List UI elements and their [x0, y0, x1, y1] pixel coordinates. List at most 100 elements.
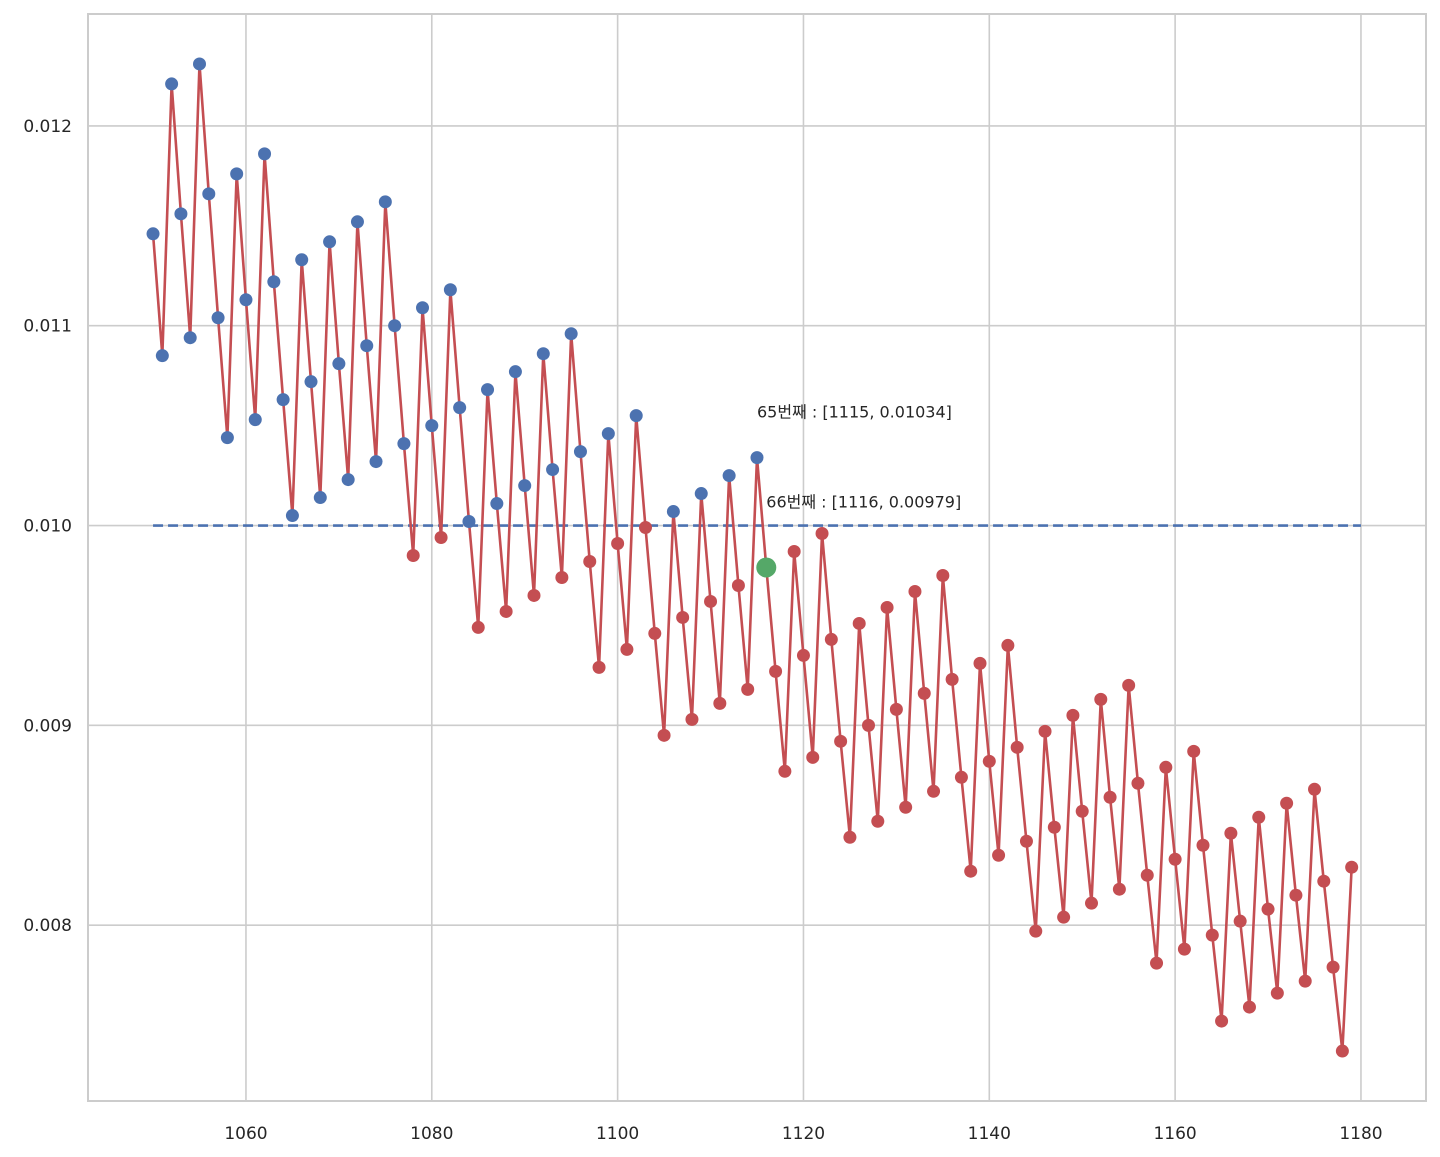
data-point: [193, 57, 206, 71]
data-point: [1168, 852, 1182, 866]
data-point: [350, 215, 364, 229]
data-point: [527, 588, 541, 602]
data-point: [220, 431, 234, 445]
data-point: [202, 187, 216, 201]
data-point: [862, 718, 875, 732]
data-point: [341, 473, 355, 487]
data-point: [490, 497, 504, 511]
data-point: [722, 469, 736, 483]
data-point: [536, 347, 550, 361]
data-point: [471, 620, 485, 634]
data-point: [239, 293, 253, 307]
points-layer: [146, 57, 1359, 1058]
data-point: [824, 632, 838, 646]
data-point: [1057, 910, 1071, 924]
data-point: [369, 455, 383, 469]
data-point: [304, 375, 318, 389]
data-point: [899, 800, 913, 814]
data-point: [564, 327, 578, 341]
data-point: [406, 549, 420, 563]
data-point: [871, 814, 885, 828]
data-point: [964, 864, 978, 878]
data-point: [806, 750, 820, 764]
data-point: [481, 383, 495, 397]
data-point: [276, 393, 290, 407]
data-point: [518, 479, 532, 493]
data-point: [1112, 882, 1126, 896]
data-point: [183, 331, 197, 345]
data-point: [443, 283, 457, 297]
data-point: [592, 660, 606, 674]
data-point: [1159, 760, 1173, 774]
data-point: [1019, 834, 1033, 848]
data-point: [1196, 838, 1210, 852]
grid: [88, 14, 1426, 1101]
data-point: [230, 167, 244, 181]
data-point: [499, 604, 513, 618]
data-point: [295, 253, 309, 267]
data-point: [620, 642, 634, 656]
data-point: [1298, 974, 1312, 988]
data-point: [462, 515, 476, 529]
plot-frame: [87, 13, 1427, 1102]
x-tick-label: 1060: [224, 1124, 267, 1144]
data-point: [313, 491, 327, 505]
x-tick-label: 1080: [410, 1124, 453, 1144]
data-point: [1038, 724, 1052, 738]
data-point: [648, 626, 662, 640]
x-tick-label: 1180: [1339, 1124, 1382, 1144]
x-tick-label: 1140: [968, 1124, 1011, 1144]
data-point: [332, 357, 346, 371]
annotations: 65번째 : [1115, 0.01034] 66번째 : [1116, 0.00…: [757, 403, 961, 512]
data-point: [629, 409, 643, 423]
data-point: [741, 682, 755, 696]
data-point: [1326, 960, 1340, 974]
data-point: [694, 487, 708, 501]
data-point: [834, 734, 848, 748]
data-point: [1177, 942, 1191, 956]
data-point: [954, 770, 968, 784]
data-point: [1224, 826, 1238, 840]
data-point: [323, 235, 337, 249]
data-point: [1094, 692, 1108, 706]
data-point: [787, 545, 801, 559]
data-point: [1075, 804, 1089, 818]
data-point: [397, 437, 411, 451]
y-tick-label: 0.012: [23, 117, 72, 137]
data-point: [434, 531, 448, 545]
data-point: [945, 672, 959, 686]
data-point: [211, 311, 225, 325]
data-point: [1187, 744, 1201, 758]
data-point: [611, 537, 625, 551]
data-point: [546, 463, 560, 477]
data-point: [258, 147, 272, 161]
data-point: [852, 616, 866, 630]
x-tick-label: 1160: [1153, 1124, 1196, 1144]
data-point: [165, 77, 179, 91]
y-tick-label: 0.008: [23, 916, 72, 936]
data-point: [1103, 790, 1117, 804]
series-layer: [151, 62, 1353, 1053]
data-point: [155, 349, 169, 363]
data-point: [666, 505, 680, 519]
data-point: [1066, 708, 1080, 722]
data-point: [1233, 914, 1247, 928]
data-point: [815, 527, 829, 541]
data-point: [1261, 902, 1275, 916]
y-tick-label: 0.011: [23, 317, 72, 337]
x-tick-label: 1100: [596, 1124, 639, 1144]
data-point: [1205, 928, 1219, 942]
data-point: [1280, 796, 1294, 810]
data-point: [778, 764, 792, 778]
data-point: [1140, 868, 1154, 882]
data-point: [1242, 1000, 1256, 1014]
data-point: [555, 570, 569, 584]
data-point: [843, 830, 857, 844]
data-point: [982, 754, 996, 768]
data-point: [1252, 810, 1266, 824]
data-point: [583, 554, 597, 568]
data-point: [267, 275, 281, 289]
data-point: [285, 509, 299, 523]
data-point: [425, 419, 439, 433]
data-point: [1317, 874, 1331, 888]
